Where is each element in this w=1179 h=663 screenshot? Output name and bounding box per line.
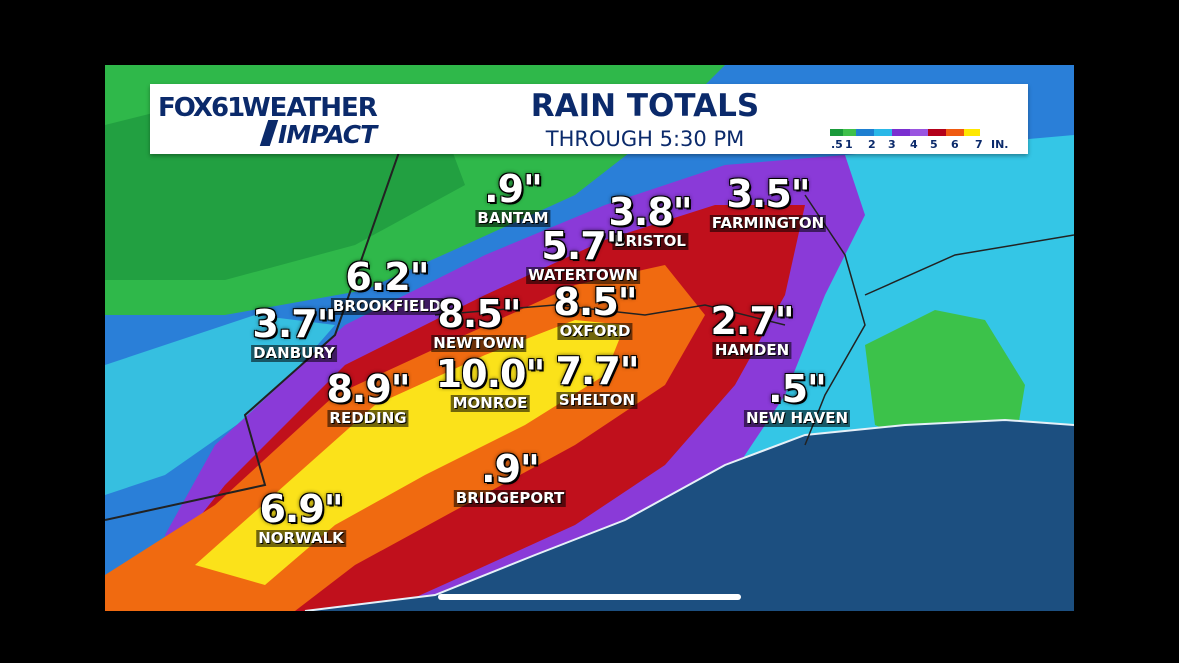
town-label: HAMDEN bbox=[712, 341, 792, 359]
rain-total-shelton: 7.7" SHELTON bbox=[555, 349, 640, 409]
map-subtitle: THROUGH 5:30 PM bbox=[545, 127, 745, 151]
yellow-rain-zone bbox=[195, 320, 625, 585]
rain-total-norwalk: 6.9" NORWALK bbox=[256, 490, 346, 547]
rain-total-value: 7.7" bbox=[555, 349, 639, 393]
legend-label: 5 bbox=[930, 138, 938, 151]
county-border-3 bbox=[864, 234, 1074, 296]
town-label: OXFORD bbox=[557, 322, 633, 340]
rain-total-danbury: 3.7" DANBURY bbox=[251, 305, 337, 362]
legend-swatch bbox=[830, 129, 843, 136]
town-label: REDDING bbox=[327, 409, 409, 427]
legend-swatch bbox=[874, 129, 892, 136]
rain-total-farmington: 3.5" FARMINGTON bbox=[709, 172, 827, 232]
rain-total-redding: 8.9" REDDING bbox=[326, 367, 411, 427]
town-label: BRIDGEPORT bbox=[453, 489, 567, 507]
legend-swatch bbox=[928, 129, 946, 136]
rain-total-new-haven: .5" NEW HAVEN bbox=[743, 367, 851, 427]
town-label: FARMINGTON bbox=[709, 214, 827, 232]
town-label: SHELTON bbox=[556, 391, 638, 409]
rain-total-value: 8.9" bbox=[326, 367, 410, 411]
legend-swatch bbox=[964, 129, 980, 136]
legend-swatch bbox=[856, 129, 874, 136]
county-border-1 bbox=[434, 304, 786, 326]
logo-slash-mark bbox=[259, 120, 279, 146]
rain-total-newtown: 8.5" NEWTOWN bbox=[431, 292, 527, 352]
town-label: NEWTOWN bbox=[431, 334, 527, 352]
legend-swatch bbox=[843, 129, 856, 136]
rain-total-value: 8.5" bbox=[437, 292, 521, 336]
legend-swatch bbox=[946, 129, 964, 136]
rain-total-value: 3.7" bbox=[252, 302, 336, 346]
town-label: MONROE bbox=[450, 394, 530, 412]
legend-swatch bbox=[892, 129, 910, 136]
east-green-patch bbox=[865, 310, 1025, 455]
legend-label: .5 bbox=[831, 138, 843, 151]
legend-label: 1 bbox=[845, 138, 853, 151]
legend-label: 6 bbox=[951, 138, 959, 151]
header-bar: FOX61 WEATHER IMPACT RAIN TOTALS THROUGH… bbox=[150, 84, 1028, 154]
long-island-sound bbox=[305, 420, 1074, 611]
fox61-logo: FOX61 bbox=[158, 93, 245, 123]
town-label: NORWALK bbox=[256, 529, 346, 547]
rain-total-value: 3.5" bbox=[726, 172, 810, 216]
weather-logo-text: WEATHER bbox=[242, 93, 378, 123]
rain-total-value: .9" bbox=[484, 167, 543, 211]
town-label: NEW HAVEN bbox=[743, 409, 851, 427]
rain-total-value: 2.7" bbox=[710, 299, 794, 343]
town-label: BANTAM bbox=[475, 209, 551, 227]
town-label: WATERTOWN bbox=[526, 266, 640, 284]
rain-total-watertown: 5.7" WATERTOWN bbox=[526, 227, 640, 284]
rain-total-value: .9" bbox=[481, 447, 540, 491]
legend-label: 2 bbox=[868, 138, 876, 151]
ny-ct-border bbox=[105, 134, 406, 521]
town-label: BROOKFIELD bbox=[330, 297, 444, 315]
town-label: DANBURY bbox=[251, 344, 337, 362]
coastline bbox=[304, 418, 1074, 611]
rain-total-value: 10.0" bbox=[435, 352, 546, 396]
rain-total-bridgeport: .9" BRIDGEPORT bbox=[453, 447, 567, 507]
legend-swatch bbox=[910, 129, 928, 136]
rain-total-value: 3.8" bbox=[608, 190, 692, 234]
rain-total-brookfield: 6.2" BROOKFIELD bbox=[330, 255, 444, 315]
rain-total-bantam: .9" BANTAM bbox=[475, 167, 551, 227]
rain-total-value: 8.5" bbox=[553, 280, 637, 324]
rain-total-value: .5" bbox=[768, 367, 827, 411]
impact-logo-text: IMPACT bbox=[278, 120, 377, 149]
legend-label: 3 bbox=[888, 138, 896, 151]
rain-total-bristol: 3.8" BRISTOL bbox=[608, 190, 693, 250]
home-indicator-bar[interactable] bbox=[438, 594, 741, 600]
map-title: RAIN TOTALS bbox=[530, 88, 760, 124]
rain-total-hamden: 2.7" HAMDEN bbox=[710, 299, 795, 359]
rain-total-oxford: 8.5" OXFORD bbox=[553, 280, 638, 340]
legend-label: 4 bbox=[910, 138, 918, 151]
map-screen: FOX61 WEATHER IMPACT RAIN TOTALS THROUGH… bbox=[105, 65, 1074, 611]
legend-label: 7 bbox=[975, 138, 983, 151]
legend-label: IN. bbox=[991, 138, 1009, 151]
rain-total-value: 6.2" bbox=[345, 255, 429, 299]
rain-total-value: 6.9" bbox=[259, 487, 343, 531]
rain-total-monroe: 10.0" MONROE bbox=[436, 355, 545, 412]
town-label: BRISTOL bbox=[612, 232, 688, 250]
rain-total-value: 5.7" bbox=[541, 224, 625, 268]
